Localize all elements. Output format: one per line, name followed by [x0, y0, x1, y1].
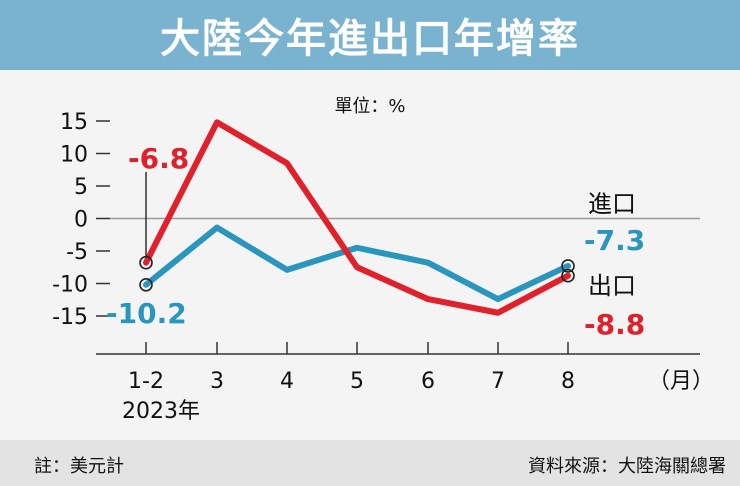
x-tick-label: 4 — [280, 369, 294, 394]
chart-title: 大陸今年進出口年增率 — [160, 16, 580, 62]
title-banner: 大陸今年進出口年增率 — [0, 0, 740, 70]
endpoint-marker-export — [561, 268, 575, 283]
endpoint-marker-import — [139, 277, 153, 292]
y-tick-label: -5 — [66, 240, 88, 265]
x-unit-label: （月） — [648, 369, 714, 394]
year-label: 2023年 — [122, 399, 200, 424]
data-label-import-last: -7.3 — [584, 224, 645, 257]
x-tick-label: 1-2 — [128, 369, 164, 394]
series-line-export — [143, 119, 571, 316]
footer-bar: 註：美元計 資料來源：大陸海關總署 — [0, 440, 740, 486]
label-layer: 單位：% -6.8 -10.2 進口 -7.3 出口 -8.8 — [106, 96, 645, 341]
footnote: 註：美元計 — [34, 456, 124, 477]
y-tick-label: -10 — [52, 273, 88, 298]
data-label-import-first: -10.2 — [106, 297, 187, 330]
source-credit: 資料來源：大陸海關總署 — [528, 456, 726, 477]
data-label-export-last: -8.8 — [584, 308, 645, 341]
series-layer — [139, 119, 575, 316]
x-tick-label: 6 — [421, 369, 435, 394]
x-tick-label: 8 — [561, 369, 575, 394]
y-tick-label: 10 — [60, 143, 88, 168]
legend-import-name: 進口 — [588, 190, 636, 218]
y-tick-label: -15 — [52, 305, 88, 330]
y-axis: 15 10 5 0 -5 -10 -15 — [52, 110, 700, 330]
y-tick-label: 0 — [74, 208, 88, 233]
x-tick-label: 5 — [350, 369, 364, 394]
unit-label: 單位：% — [334, 96, 405, 117]
line-chart: 15 10 5 0 -5 -10 -15 1-2 3 4 5 6 7 8 （月） 2023年 單位：% -6.… — [52, 96, 714, 424]
y-tick-label: 15 — [60, 110, 88, 135]
x-axis: 1-2 3 4 5 6 7 8 （月） 2023年 — [96, 342, 714, 424]
data-label-export-first: -6.8 — [128, 142, 189, 175]
x-tick-label: 7 — [491, 369, 505, 394]
y-tick-label: 5 — [74, 175, 88, 200]
series-line-import — [143, 224, 571, 303]
endpoint-marker-import — [561, 259, 575, 273]
x-tick-label: 3 — [210, 369, 224, 394]
legend-export-name: 出口 — [588, 272, 636, 300]
